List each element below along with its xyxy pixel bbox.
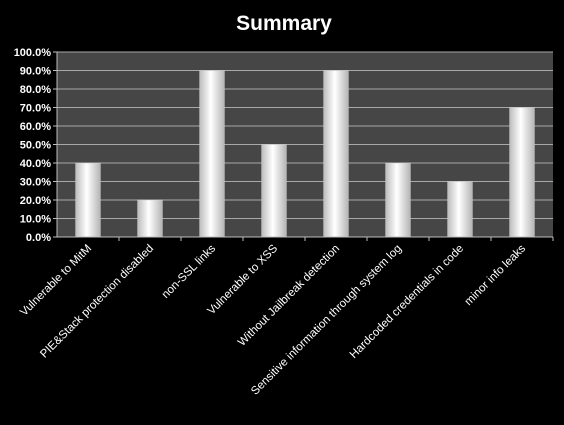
bars xyxy=(75,70,535,238)
bar xyxy=(323,70,349,238)
bar xyxy=(385,162,411,238)
x-tick-label: non-SSL links xyxy=(160,242,219,301)
y-axis: 0.0% 10.0% 20.0% 30.0% 40.0% 50.0% 60.0% 70.0% 8… xyxy=(14,47,58,244)
y-tick-label: 0.0% xyxy=(26,232,51,244)
chart-title: Summary xyxy=(236,12,332,35)
bar xyxy=(137,199,163,238)
y-tick-label: 40.0% xyxy=(20,158,51,170)
y-tick-label: 90.0% xyxy=(20,66,51,78)
y-tick-label: 10.0% xyxy=(20,214,51,226)
bar xyxy=(199,70,225,238)
y-tick-label: 20.0% xyxy=(20,195,51,207)
gridlines xyxy=(57,51,553,219)
y-tick-label: 100.0% xyxy=(14,47,52,59)
x-tick-label: Without Jailbreak detection xyxy=(236,243,342,349)
x-tick-label: PIE&Stack protection disabled xyxy=(38,243,156,361)
bar xyxy=(75,162,101,238)
bar xyxy=(509,107,535,238)
x-tick-label: minor info leaks xyxy=(463,242,529,308)
bar xyxy=(261,144,287,238)
bar xyxy=(447,181,473,238)
x-tick-label: Hardcoded credentials in code xyxy=(348,243,466,361)
y-tick-label: 50.0% xyxy=(20,140,51,152)
y-tick-label: 70.0% xyxy=(20,103,51,115)
y-tick-label: 30.0% xyxy=(20,177,51,189)
y-tick-label: 60.0% xyxy=(20,121,51,133)
y-tick-label: 80.0% xyxy=(20,84,51,96)
